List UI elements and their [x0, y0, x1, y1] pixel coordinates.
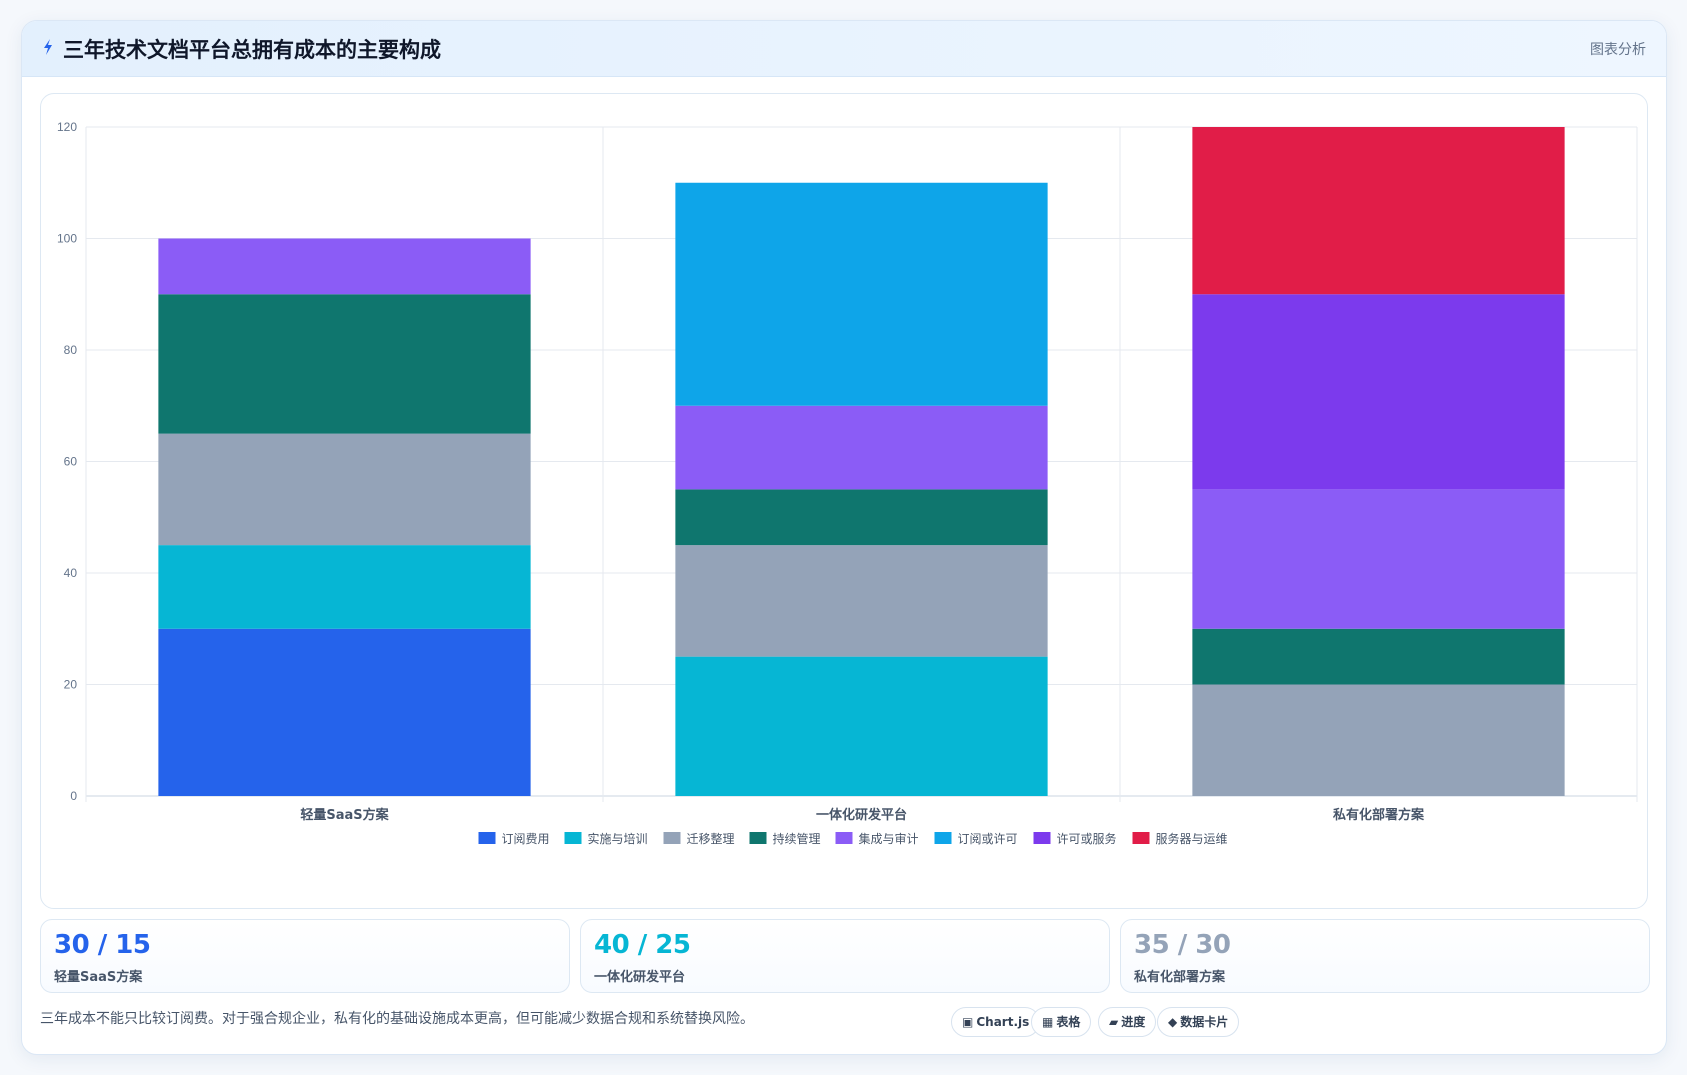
chart-container: 0 20 40 60 80 100 120 轻量SaaS方案 一体化研发平台 私有化部署方案订阅费… — [40, 93, 1648, 909]
y-tick-label: 20 — [64, 678, 78, 692]
x-tick-label: 私有化部署方案 — [1333, 807, 1425, 823]
chart-card: 三年技术文档平台总拥有成本的主要构成 图表分析 0 20 40 60 80 100 120 轻… — [21, 20, 1667, 1055]
legend-label[interactable]: 迁移整理 — [687, 831, 735, 846]
legend-swatch — [934, 832, 952, 844]
metric-label: 私有化部署方案 — [1134, 970, 1226, 985]
bar-segment[interactable] — [1192, 684, 1565, 797]
legend-swatch — [564, 832, 582, 844]
bar-segment[interactable] — [1192, 489, 1565, 629]
bar-segment[interactable] — [675, 656, 1048, 796]
y-tick-label: 100 — [57, 232, 77, 246]
bolt-icon — [44, 39, 52, 55]
legend-swatch — [835, 832, 853, 844]
legend-swatch — [663, 832, 681, 844]
metric-card-saas: 30 / 15 轻量SaaS方案 — [40, 919, 570, 993]
metric-value: 40 / 25 — [594, 930, 691, 960]
progress-icon: ▰ — [1109, 1015, 1119, 1029]
card-icon: ◆ — [1168, 1015, 1178, 1029]
pill-label: 数据卡片 — [1180, 1015, 1229, 1029]
pill-label: 表格 — [1056, 1015, 1081, 1029]
bar-segment[interactable] — [1192, 127, 1565, 295]
y-tick-label: 40 — [64, 566, 78, 580]
bar-segment[interactable] — [675, 489, 1048, 546]
legend-label[interactable]: 服务器与运维 — [1156, 831, 1228, 846]
table-icon: ▦ — [1042, 1015, 1054, 1029]
bar-segment[interactable] — [675, 405, 1048, 490]
legend-swatch — [1033, 832, 1051, 844]
legend-label[interactable]: 许可或服务 — [1057, 831, 1117, 846]
bar-segment[interactable] — [158, 433, 531, 546]
legend-swatch — [1132, 832, 1150, 844]
x-tick-label: 轻量SaaS方案 — [300, 807, 389, 823]
page-title: 三年技术文档平台总拥有成本的主要构成 — [63, 38, 441, 62]
stacked-bar-chart: 0 20 40 60 80 100 120 轻量SaaS方案 一体化研发平台 私有化部署方案订阅费… — [57, 120, 1638, 846]
bar-segment[interactable] — [158, 294, 531, 434]
legend-label[interactable]: 订阅费用 — [502, 832, 550, 846]
card-header: 三年技术文档平台总拥有成本的主要构成 图表分析 — [22, 21, 1666, 77]
summary-note: 三年成本不能只比较订阅费。对于强合规企业，私有化的基础设施成本更高，但可能减少数… — [40, 1011, 754, 1027]
bar-segment[interactable] — [1192, 294, 1565, 490]
metric-label: 一体化研发平台 — [594, 970, 686, 985]
chart-icon: ▣ — [962, 1015, 974, 1029]
legend-swatch — [749, 832, 767, 844]
metric-cards: 30 / 15 轻量SaaS方案 40 / 25 一体化研发平台 35 / 30… — [40, 919, 1650, 993]
legend-label[interactable]: 实施与培训 — [588, 831, 648, 846]
pill-table[interactable]: ▦ 表格 — [1031, 1007, 1092, 1037]
y-tick-label: 120 — [57, 120, 77, 134]
metric-card-private: 35 / 30 私有化部署方案 — [1120, 919, 1650, 993]
chart-analysis-tag[interactable]: 图表分析 — [1590, 42, 1646, 58]
legend-label[interactable]: 订阅或许可 — [958, 832, 1018, 846]
bar-segment[interactable] — [675, 182, 1048, 406]
legend-swatch — [478, 832, 496, 844]
pill-label: 进度 — [1121, 1015, 1146, 1029]
bar-segment[interactable] — [158, 628, 531, 796]
y-tick-label: 0 — [70, 789, 77, 803]
x-tick-label: 一体化研发平台 — [816, 807, 907, 823]
pill-data-card[interactable]: ◆ 数据卡片 — [1157, 1007, 1240, 1037]
metric-value: 35 / 30 — [1134, 930, 1231, 960]
bar-segment[interactable] — [675, 545, 1048, 657]
y-tick-label: 60 — [64, 455, 78, 469]
y-tick-label: 80 — [64, 343, 78, 357]
pill-chartjs[interactable]: ▣ Chart.js — [951, 1007, 1041, 1037]
bar-segment[interactable] — [158, 238, 531, 295]
legend-label[interactable]: 持续管理 — [773, 831, 821, 846]
pill-progress[interactable]: ▰ 进度 — [1098, 1007, 1157, 1037]
metric-label: 轻量SaaS方案 — [54, 970, 143, 985]
legend-label[interactable]: 集成与审计 — [859, 831, 919, 846]
bar-segment[interactable] — [158, 545, 531, 629]
metric-value: 30 / 15 — [54, 930, 151, 960]
pill-label: Chart.js — [976, 1015, 1030, 1029]
bar-segment[interactable] — [1192, 628, 1565, 685]
metric-card-integrated: 40 / 25 一体化研发平台 — [580, 919, 1110, 993]
